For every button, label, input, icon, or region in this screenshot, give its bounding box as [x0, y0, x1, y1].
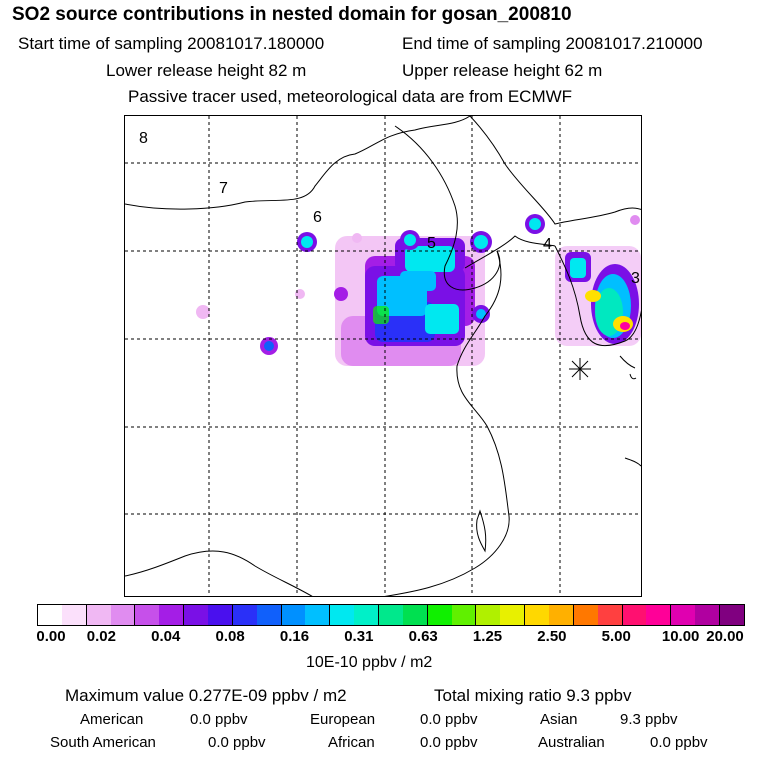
- colorbar-segment: [281, 605, 306, 625]
- source-american-name: American: [80, 711, 144, 728]
- lat-lon-grid: [125, 116, 641, 596]
- concentration-field: [196, 214, 641, 366]
- colorbar-segment: [525, 605, 550, 625]
- lower-release-height: Lower release height 82 m: [106, 61, 307, 80]
- colorbar: [37, 604, 745, 626]
- start-time: Start time of sampling 20081017.180000: [18, 34, 325, 53]
- colorbar-units: 10E-10 ppbv / m2: [306, 654, 433, 671]
- colorbar-tick-label: 0.00: [36, 628, 66, 645]
- colorbar-segment: [86, 605, 111, 625]
- colorbar-segment: [354, 605, 380, 625]
- colorbar-segment: [208, 605, 233, 625]
- colorbar-segment: [402, 605, 428, 625]
- colorbar-tick-label: 0.63: [408, 628, 438, 645]
- colorbar-tick-label: 20.00: [706, 628, 744, 645]
- source-south-american-name: South American: [50, 734, 156, 751]
- colorbar-segment: [305, 605, 331, 625]
- receptor-star-icon: [569, 358, 591, 380]
- colorbar-segment: [379, 605, 403, 625]
- colorbar-segment: [61, 605, 87, 625]
- colorbar-tick-label: 1.25: [472, 628, 503, 645]
- colorbar-segment: [597, 605, 623, 625]
- max-value: Maximum value 0.277E-09 ppbv / m2: [65, 686, 347, 705]
- source-european-value: 0.0 ppbv: [420, 711, 478, 728]
- zone-label-8: 8: [139, 130, 148, 147]
- colorbar-segment: [573, 605, 598, 625]
- colorbar-tick-label: 0.08: [215, 628, 245, 645]
- colorbar-tick-label: 0.02: [86, 628, 116, 645]
- total-mixing-ratio: Total mixing ratio 9.3 ppbv: [434, 686, 632, 705]
- source-european-name: European: [310, 711, 376, 728]
- colorbar-segment: [549, 605, 574, 625]
- zone-label-5: 5: [427, 235, 436, 252]
- source-asian-value: 9.3 ppbv: [620, 711, 678, 728]
- source-american-value: 0.0 ppbv: [190, 711, 248, 728]
- colorbar-segment: [38, 605, 62, 625]
- source-australian-name: Australian: [538, 734, 605, 751]
- colorbar-tick-label: 10.00: [661, 628, 700, 645]
- tracer-info: Passive tracer used, meteorological data…: [128, 87, 573, 106]
- colorbar-tick-label: 0.16: [279, 628, 310, 645]
- source-african-value: 0.0 ppbv: [420, 734, 478, 751]
- map-title: SO2 source contributions in nested domai…: [12, 4, 572, 25]
- colorbar-segment: [110, 605, 136, 625]
- colorbar-segment: [330, 605, 355, 625]
- colorbar-tick-label: 0.04: [151, 628, 181, 645]
- zone-label-4: 4: [543, 236, 552, 253]
- upper-release-height: Upper release height 62 m: [402, 61, 603, 80]
- source-asian-name: Asian: [540, 711, 578, 728]
- colorbar-segment: [427, 605, 452, 625]
- source-south-american-value: 0.0 ppbv: [208, 734, 266, 751]
- colorbar-segment: [232, 605, 257, 625]
- colorbar-segment: [476, 605, 501, 625]
- zone-label-7: 7: [219, 180, 228, 197]
- colorbar-segment: [500, 605, 526, 625]
- colorbar-segment: [646, 605, 672, 625]
- colorbar-segment: [671, 605, 696, 625]
- colorbar-segment: [184, 605, 209, 625]
- end-time: End time of sampling 20081017.210000: [402, 34, 703, 53]
- source-australian-value: 0.0 ppbv: [650, 734, 708, 751]
- zone-label-3: 3: [631, 270, 640, 287]
- map-panel: 8 7 6 5 4 3: [124, 115, 642, 597]
- colorbar-segment: [159, 605, 185, 625]
- coastlines: [125, 116, 641, 596]
- colorbar-tick-label: 2.50: [537, 628, 567, 645]
- zone-label-6: 6: [313, 209, 322, 226]
- colorbar-segment: [695, 605, 721, 625]
- colorbar-segment: [256, 605, 282, 625]
- colorbar-segment: [720, 605, 744, 625]
- map-canvas: [125, 116, 641, 596]
- colorbar-tick-label: 0.31: [344, 628, 374, 645]
- colorbar-tick-label: 5.00: [601, 628, 631, 645]
- source-african-name: African: [328, 734, 375, 751]
- colorbar-segment: [451, 605, 477, 625]
- colorbar-segment: [622, 605, 647, 625]
- colorbar-segment: [135, 605, 160, 625]
